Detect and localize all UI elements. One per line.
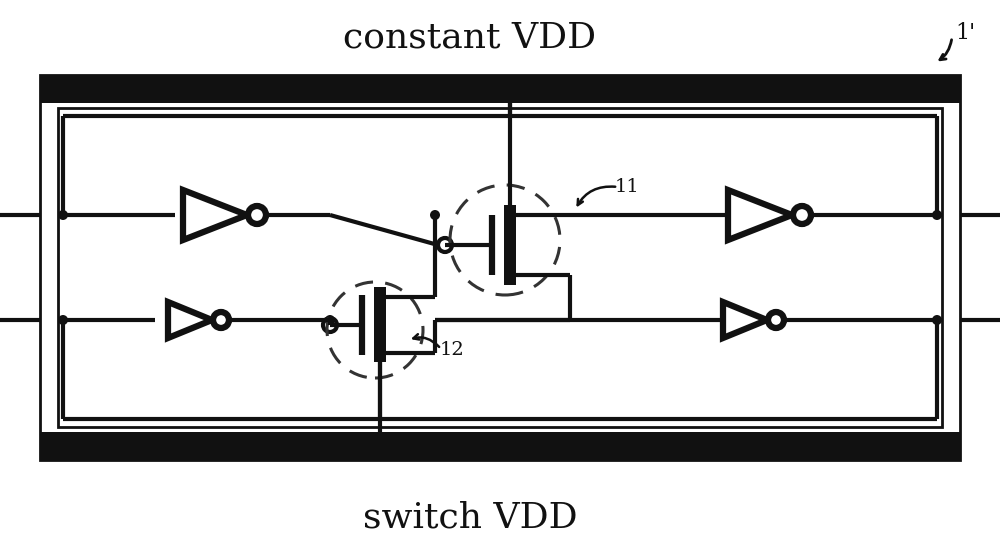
Text: 12: 12 [440, 341, 465, 359]
Circle shape [438, 238, 452, 252]
Circle shape [932, 210, 942, 220]
Circle shape [58, 210, 68, 220]
Bar [40, 75, 960, 460]
Circle shape [248, 206, 266, 224]
Bar [504, 205, 516, 285]
Text: 1': 1' [955, 22, 975, 44]
Circle shape [793, 206, 811, 224]
Circle shape [58, 315, 68, 325]
Text: 11: 11 [615, 178, 640, 196]
Polygon shape [728, 190, 792, 240]
Circle shape [932, 315, 942, 325]
Circle shape [430, 210, 440, 220]
Circle shape [323, 318, 337, 332]
Bar [40, 75, 960, 103]
Bar [40, 432, 960, 460]
Bar [58, 108, 942, 427]
Polygon shape [723, 302, 767, 338]
Text: constant VDD: constant VDD [343, 20, 597, 54]
Circle shape [213, 312, 229, 328]
Bar [374, 287, 386, 362]
Circle shape [768, 312, 784, 328]
Polygon shape [183, 190, 247, 240]
Polygon shape [168, 302, 212, 338]
Text: switch VDD: switch VDD [363, 500, 577, 534]
Circle shape [325, 315, 335, 325]
